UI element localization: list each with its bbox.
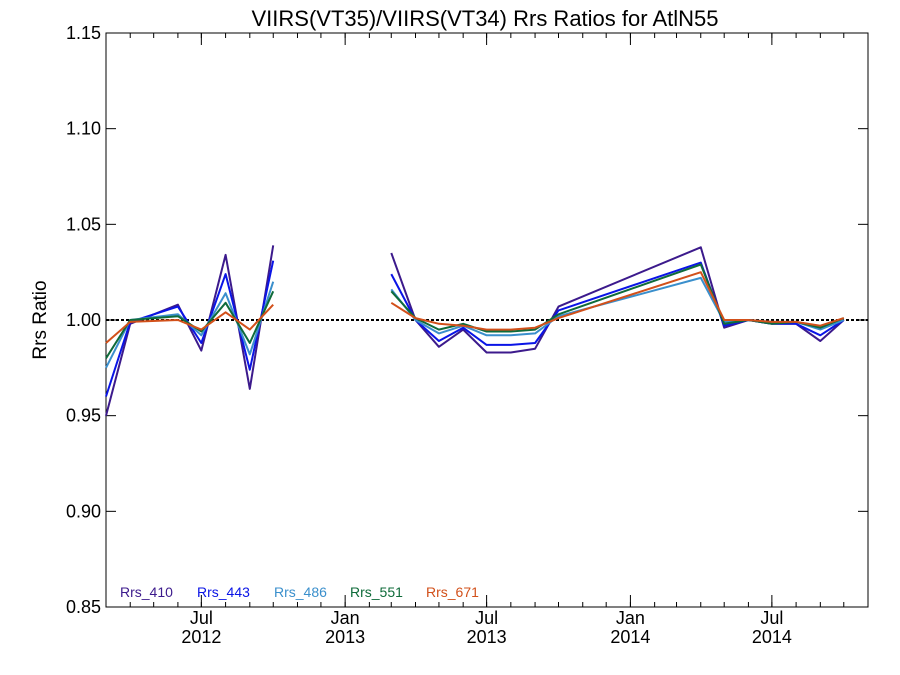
legend-entry: Rrs_443 xyxy=(197,584,250,600)
y-tick-label: 0.85 xyxy=(66,597,101,617)
x-tick-month-label: Jul xyxy=(760,608,783,628)
x-tick-year-label: 2012 xyxy=(181,627,221,647)
chart-title: VIIRS(VT35)/VIIRS(VT34) Rrs Ratios for A… xyxy=(251,6,718,31)
y-tick-label: 1.05 xyxy=(66,214,101,234)
x-tick-month-label: Jul xyxy=(190,608,213,628)
y-tick-label: 1.00 xyxy=(66,310,101,330)
x-tick-month-label: Jan xyxy=(616,608,645,628)
x-tick-year-label: 2014 xyxy=(610,627,650,647)
x-tick-year-label: 2013 xyxy=(325,627,365,647)
series-line-rrs-671 xyxy=(105,271,845,344)
x-tick-month-label: Jul xyxy=(475,608,498,628)
legend-entry: Rrs_671 xyxy=(426,584,479,600)
x-tick-month-label: Jan xyxy=(331,608,360,628)
y-tick-label: 1.15 xyxy=(66,23,101,43)
x-tick-year-label: 2014 xyxy=(752,627,792,647)
legend-entry: Rrs_551 xyxy=(350,584,403,600)
y-tick-label: 0.90 xyxy=(66,501,101,521)
x-tick-year-label: 2013 xyxy=(467,627,507,647)
legend-entry: Rrs_486 xyxy=(274,584,327,600)
y-tick-label: 1.10 xyxy=(66,119,101,139)
y-axis-label: Rrs Ratio xyxy=(30,280,51,359)
series-line-rrs-551 xyxy=(105,263,845,359)
legend-entry: Rrs_410 xyxy=(120,584,173,600)
y-tick-label: 0.95 xyxy=(66,406,101,426)
